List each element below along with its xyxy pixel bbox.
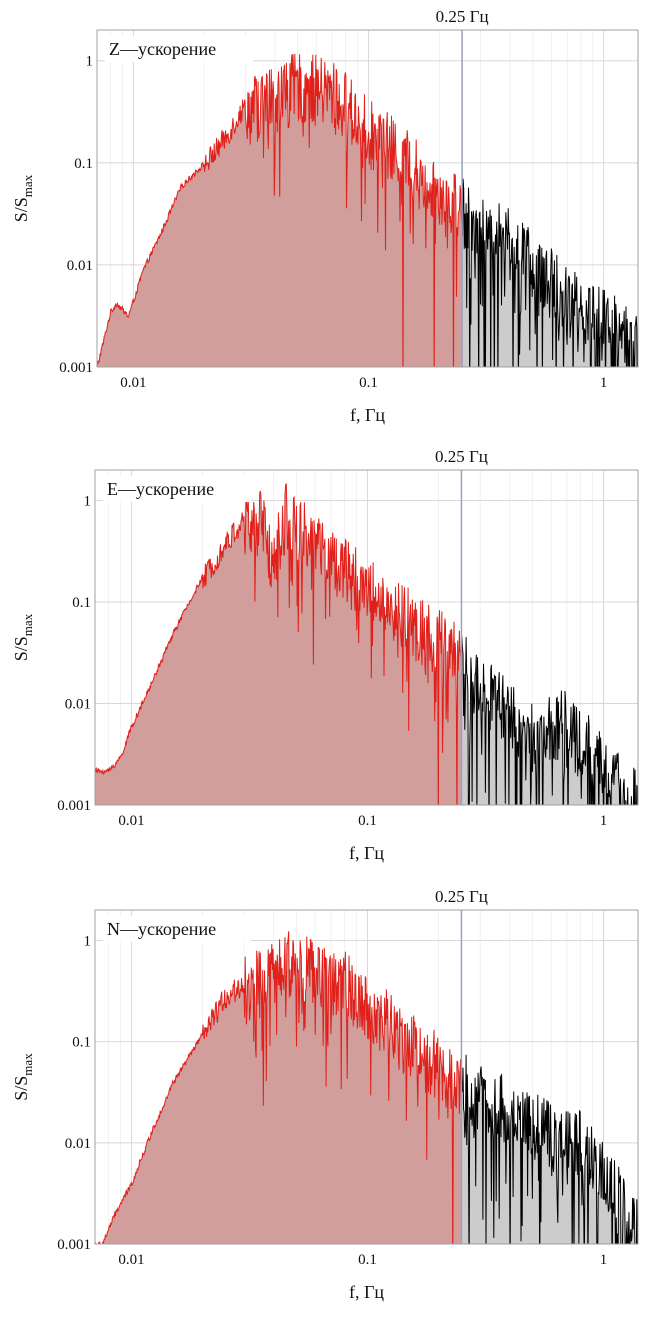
y-tick-label: 1 — [84, 494, 92, 510]
svg-text:S/Smax: S/Smax — [11, 613, 35, 661]
low-band-series-line — [97, 53, 463, 367]
x-tick-label: 1 — [600, 1252, 608, 1268]
y-axis-label-main: S/S — [11, 197, 31, 222]
y-tick-label: 0.001 — [57, 1237, 91, 1253]
chart-panel-1: 0.25 Гц Z—ускорение 0.01 0.1 1 0.001 0.01 0.1 1 f… — [11, 7, 639, 425]
panel-title: E—ускорение — [107, 479, 214, 499]
y-tick-label: 1 — [86, 54, 94, 70]
x-tick-label: 1 — [600, 375, 608, 391]
x-axis-label: f, Гц — [350, 405, 385, 425]
panel-title: Z—ускорение — [109, 39, 216, 59]
x-tick-label: 0.1 — [359, 375, 378, 391]
y-tick-label: 1 — [84, 933, 92, 949]
title-background — [105, 36, 253, 62]
x-axis-label: f, Гц — [349, 843, 384, 863]
plot-area — [97, 53, 638, 367]
x-tick-label: 0.1 — [358, 1252, 377, 1268]
title-background — [103, 476, 251, 502]
y-tick-label: 0.1 — [72, 1035, 91, 1051]
marker-label: 0.25 Гц — [435, 447, 488, 466]
y-tick-label: 0.01 — [65, 1136, 91, 1152]
chart-panel-2: 0.25 Гц E—ускорение 0.01 0.1 1 0.001 0.01 0.1 1 f… — [11, 447, 639, 863]
title-background — [103, 916, 251, 942]
y-axis-label: S/Smax — [11, 613, 35, 661]
high-band-series-line — [461, 636, 638, 805]
plot-frame — [94, 469, 639, 806]
low-band-series-line — [95, 483, 462, 805]
plot-frame — [94, 909, 639, 1245]
x-axis-label: f, Гц — [349, 1282, 384, 1302]
x-tick-label: 0.01 — [120, 375, 146, 391]
y-axis-label-subscript: max — [20, 174, 35, 197]
y-axis-label: S/Smax — [11, 174, 35, 222]
high-band-series-line — [462, 178, 638, 367]
y-tick-label: 0.01 — [65, 697, 91, 713]
svg-text:S/Smax: S/Smax — [11, 174, 35, 222]
y-axis-label-subscript: max — [20, 613, 35, 636]
y-axis-label-main: S/S — [11, 636, 31, 661]
y-tick-label: 0.001 — [59, 360, 93, 376]
high-band-series-line — [461, 1054, 638, 1244]
marker-label: 0.25 Гц — [435, 887, 488, 906]
panel-title: N—ускорение — [107, 919, 216, 939]
plot-area — [95, 931, 638, 1244]
chart-panel-3: 0.25 Гц N—ускорение 0.01 0.1 1 0.001 0.01 0.1 1 f… — [11, 887, 639, 1302]
y-axis-label: S/Smax — [11, 1053, 35, 1101]
plot-frame — [96, 29, 639, 368]
y-axis-label-subscript: max — [20, 1053, 35, 1076]
x-tick-label: 0.1 — [358, 813, 377, 829]
y-tick-label: 0.1 — [72, 595, 91, 611]
y-tick-label: 0.01 — [67, 258, 93, 274]
high-band-area — [461, 1054, 638, 1244]
marker-label: 0.25 Гц — [436, 7, 489, 26]
x-tick-label: 0.01 — [118, 813, 144, 829]
low-band-area — [95, 483, 462, 805]
svg-text:S/Smax: S/Smax — [11, 1053, 35, 1101]
x-tick-label: 1 — [600, 813, 608, 829]
plot-area — [95, 483, 638, 805]
y-tick-label: 0.001 — [57, 798, 91, 814]
x-tick-label: 0.01 — [118, 1252, 144, 1268]
y-tick-label: 0.1 — [74, 156, 93, 172]
low-band-area — [97, 54, 462, 367]
y-axis-label-main: S/S — [11, 1076, 31, 1101]
low-band-series-line — [95, 931, 462, 1244]
